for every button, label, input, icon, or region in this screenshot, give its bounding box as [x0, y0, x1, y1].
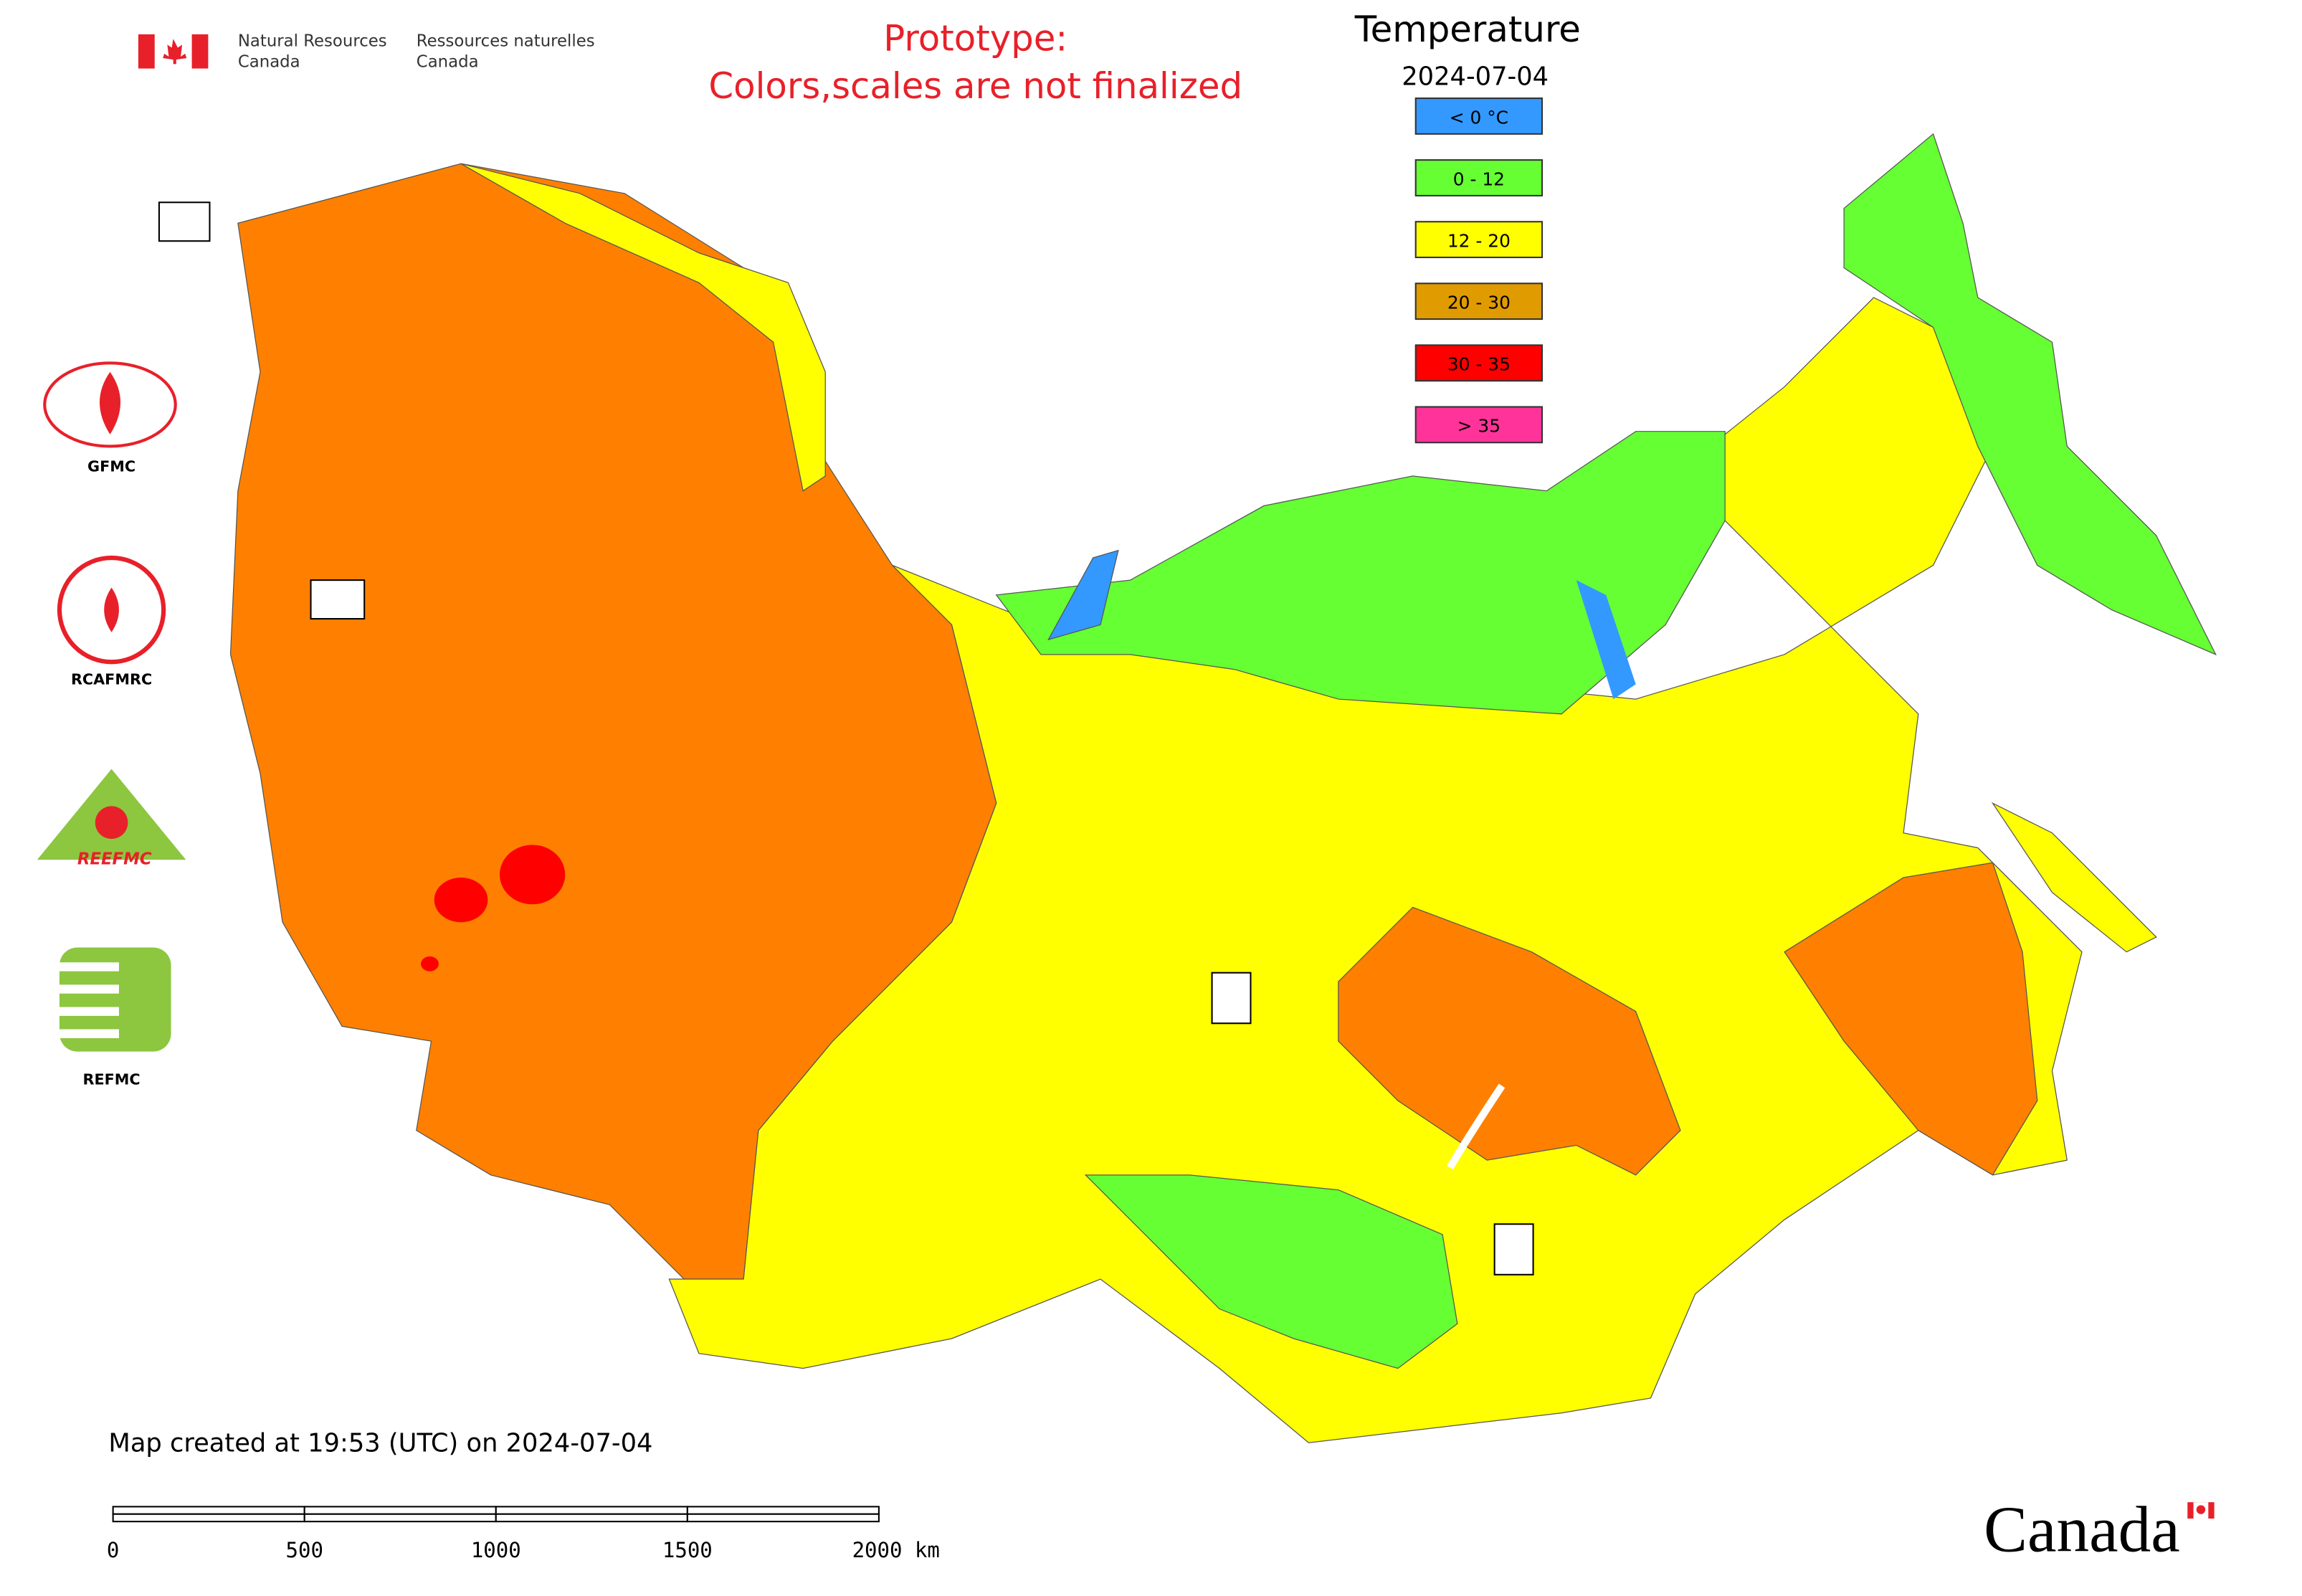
scale-segment: [303, 1506, 497, 1515]
logo-label: REEFMC: [77, 850, 152, 868]
scale-segment: [495, 1506, 688, 1515]
agency-fr: Canada: [417, 52, 479, 71]
wordmark-text: Canada: [1984, 1493, 2180, 1566]
scale-label: 1000: [471, 1538, 521, 1562]
legend-title: Temperature: [1354, 9, 1581, 50]
scale-bar: 0 500 1000 1500 2000 km: [107, 1506, 940, 1562]
legend: Temperature 2024-07-04 < 0 °C 0 - 12 12 - …: [1354, 9, 1581, 444]
logo-label: REFMC: [82, 1070, 140, 1088]
scale-segment: [112, 1506, 305, 1515]
map: [229, 133, 2217, 1443]
legend-label: > 35: [1457, 416, 1500, 437]
legend-swatch: [1414, 282, 1544, 320]
legend-label: < 0 °C: [1450, 107, 1508, 128]
legend-swatch: [1414, 221, 1544, 259]
agency-fr: Ressources naturelles: [417, 32, 595, 50]
legend-swatch: [1414, 406, 1544, 444]
scale-segment: [112, 1513, 305, 1523]
legend-label: 20 - 30: [1447, 293, 1511, 313]
notice: Colors,scales are not finalized: [708, 65, 1242, 107]
footer: Map created at 19:53 (UTC) on 2024-07-04: [108, 1429, 652, 1458]
legend-swatch: [1414, 344, 1544, 382]
scale-segment: [303, 1513, 497, 1523]
logo-label: GFMC: [87, 458, 135, 475]
agency-en: Canada: [238, 52, 300, 71]
notice: Prototype:: [883, 18, 1067, 60]
logos: GFMC RCAFMRC REEFMC REFMC: [37, 201, 1534, 1276]
scale-label: 500: [285, 1538, 323, 1562]
scale-label: 2000 km: [852, 1538, 940, 1562]
legend-label: 30 - 35: [1447, 354, 1511, 375]
legend-swatch: [1414, 159, 1544, 196]
legend-label: 0 - 12: [1453, 168, 1505, 189]
scale-segment: [686, 1506, 880, 1515]
header: Natural Resources Canada Ressources natu…: [138, 18, 1242, 107]
legend-swatch: [1414, 98, 1544, 135]
logo-label: RCAFMRC: [71, 670, 152, 688]
scale-segment: [686, 1513, 880, 1523]
scale-label: 0: [107, 1538, 119, 1562]
scale-label: 1500: [662, 1538, 713, 1562]
legend-date: 2024-07-04: [1402, 62, 1549, 91]
agency-en: Natural Resources: [238, 32, 387, 50]
legend-label: 12 - 20: [1447, 230, 1511, 251]
scale-segment: [495, 1513, 688, 1523]
wordmark: Canada: [1984, 1493, 2215, 1566]
